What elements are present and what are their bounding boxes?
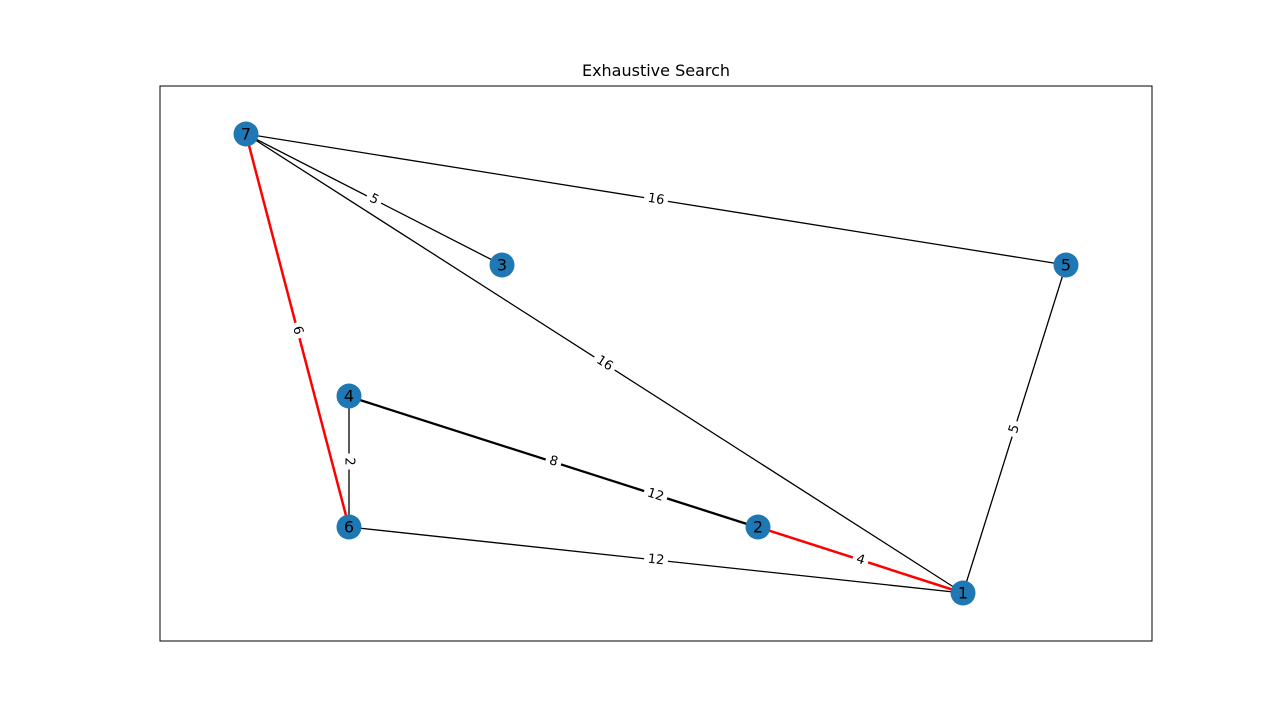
edge-label-5-1: 5 [1004, 418, 1025, 440]
node-2: 2 [745, 514, 771, 540]
node-6: 6 [336, 514, 362, 540]
edge-labels-layer: 16 5 16 6 5 2 8 12 12 4 [287, 188, 1025, 571]
node-circle [233, 121, 259, 147]
edge-label-7-6: 6 [287, 320, 308, 341]
edge-weight-text: 2 [342, 457, 357, 465]
edge-label-background [641, 483, 670, 507]
edge-label-background [341, 453, 357, 470]
edge-label-4-6: 2 [341, 453, 357, 470]
node-circle [336, 383, 362, 409]
edge-label-background [543, 451, 564, 472]
edge-weight-text: 16 [647, 191, 666, 208]
node-circle [745, 514, 771, 540]
plot-title: Exhaustive Search [581, 61, 731, 80]
edge-label-2-1: 4 [850, 549, 871, 571]
edge-label-background [287, 320, 308, 341]
edge-weight-text: 12 [647, 552, 665, 569]
edge-label-background [642, 189, 670, 210]
node-circle [336, 514, 362, 540]
edge-label-7-5: 16 [642, 189, 670, 210]
node-label: 4 [344, 387, 354, 406]
edge-label-background [590, 350, 619, 377]
node-circle [489, 252, 515, 278]
edge-label-background [643, 550, 669, 570]
edge-label-6-1: 12 [643, 550, 669, 570]
edge-label-background [850, 549, 871, 571]
node-1: 1 [950, 580, 976, 606]
node-label: 2 [753, 518, 763, 537]
node-5: 5 [1053, 252, 1079, 278]
node-3: 3 [489, 252, 515, 278]
edge-weight-text: 6 [289, 325, 306, 337]
node-circle [950, 580, 976, 606]
node-label: 7 [241, 125, 251, 144]
node-4: 4 [336, 383, 362, 409]
node-label: 6 [344, 518, 354, 537]
edge-weight-text: 12 [645, 486, 665, 505]
edge-label-background [1004, 418, 1025, 440]
edge-label-background [363, 188, 385, 211]
node-label: 5 [1061, 256, 1071, 275]
edge-label-7-3: 5 [363, 188, 385, 211]
edge-label-4-2: 8 [543, 451, 564, 472]
node-7: 7 [233, 121, 259, 147]
edge-label-4-2: 12 [641, 483, 670, 507]
node-label: 3 [497, 256, 507, 275]
node-label: 1 [958, 584, 968, 603]
plot-frame [159, 85, 1153, 642]
edge-label-7-1: 16 [590, 350, 619, 377]
node-circle [1053, 252, 1079, 278]
